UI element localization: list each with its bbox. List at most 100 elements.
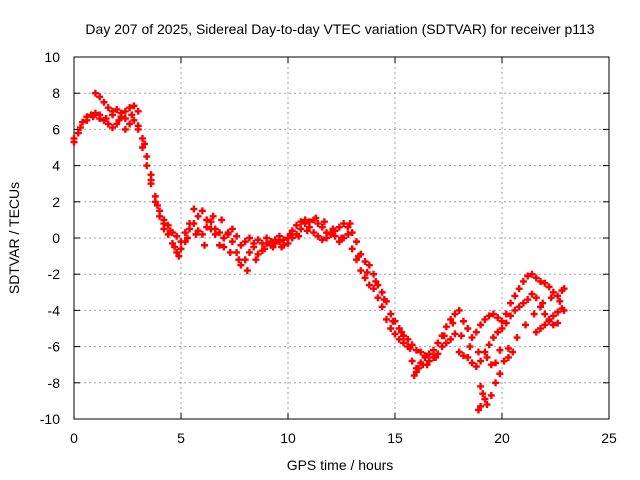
data-point bbox=[228, 238, 236, 246]
data-point bbox=[211, 230, 219, 238]
data-point bbox=[209, 212, 217, 220]
data-point bbox=[425, 350, 433, 358]
data-point bbox=[74, 129, 82, 137]
data-point bbox=[121, 107, 129, 115]
y-tick-label: -8 bbox=[48, 375, 61, 391]
data-point bbox=[530, 310, 538, 318]
data-point bbox=[91, 109, 99, 117]
data-point bbox=[260, 245, 268, 253]
data-point bbox=[494, 314, 502, 322]
data-point bbox=[104, 104, 112, 112]
y-tick-labels: -10 -8 -6 -4 -2 0 2 4 6 8 10 bbox=[40, 49, 60, 427]
data-point bbox=[335, 223, 343, 231]
data-point bbox=[492, 379, 500, 387]
data-point bbox=[305, 223, 313, 231]
data-point bbox=[216, 229, 224, 237]
data-point bbox=[220, 243, 228, 251]
data-point bbox=[83, 116, 91, 124]
data-point bbox=[357, 267, 365, 275]
data-point bbox=[479, 390, 487, 398]
data-point bbox=[76, 124, 84, 132]
data-point bbox=[504, 353, 512, 361]
data-point bbox=[216, 241, 224, 249]
data-point bbox=[468, 334, 476, 342]
data-point bbox=[549, 312, 557, 320]
data-point bbox=[466, 343, 474, 351]
data-point bbox=[515, 285, 523, 293]
data-point bbox=[301, 216, 309, 224]
y-tick-label: 10 bbox=[44, 49, 60, 65]
y-tick-label: 6 bbox=[52, 121, 60, 137]
data-point bbox=[241, 238, 249, 246]
data-point bbox=[237, 261, 245, 269]
data-point bbox=[192, 230, 200, 238]
data-point bbox=[164, 221, 172, 229]
data-point bbox=[524, 296, 532, 304]
data-point bbox=[554, 308, 562, 316]
data-point bbox=[374, 294, 382, 302]
data-point bbox=[181, 229, 189, 237]
data-point bbox=[537, 303, 545, 311]
data-point bbox=[500, 357, 508, 365]
data-point bbox=[449, 319, 457, 327]
data-point bbox=[297, 225, 305, 233]
data-point bbox=[329, 225, 337, 233]
data-point bbox=[226, 248, 234, 256]
data-point bbox=[160, 216, 168, 224]
data-point bbox=[228, 225, 236, 233]
data-point bbox=[498, 325, 506, 332]
data-point bbox=[365, 261, 373, 269]
data-point bbox=[519, 277, 527, 285]
data-point bbox=[323, 234, 331, 242]
x-tick-label: 15 bbox=[387, 430, 403, 446]
data-point bbox=[156, 212, 164, 220]
data-point bbox=[451, 310, 459, 318]
data-point bbox=[348, 229, 356, 237]
data-point bbox=[532, 294, 540, 302]
data-point bbox=[378, 288, 386, 296]
data-point bbox=[442, 323, 450, 331]
data-point bbox=[432, 353, 440, 361]
data-point bbox=[464, 353, 472, 361]
data-point bbox=[400, 332, 408, 340]
data-point bbox=[425, 357, 433, 365]
data-point bbox=[513, 334, 521, 342]
data-point bbox=[233, 232, 241, 240]
data-point bbox=[507, 312, 515, 320]
data-point bbox=[143, 162, 151, 170]
data-point bbox=[549, 288, 557, 296]
data-point bbox=[190, 205, 198, 213]
data-point bbox=[410, 372, 418, 380]
data-point bbox=[372, 277, 380, 285]
x-tick-label: 0 bbox=[70, 430, 78, 446]
data-point bbox=[340, 220, 348, 228]
data-point bbox=[175, 252, 183, 260]
data-point bbox=[382, 315, 390, 323]
data-point bbox=[389, 317, 397, 325]
data-point bbox=[171, 243, 179, 251]
data-point bbox=[391, 330, 399, 338]
data-point bbox=[532, 274, 540, 282]
data-point bbox=[459, 317, 467, 325]
data-point bbox=[104, 120, 112, 128]
data-point bbox=[545, 317, 553, 325]
data-point bbox=[245, 234, 253, 242]
data-point bbox=[151, 198, 159, 206]
data-points bbox=[70, 89, 568, 414]
y-tick-label: 8 bbox=[52, 85, 60, 101]
data-point bbox=[515, 303, 523, 311]
data-point bbox=[121, 115, 129, 123]
data-point bbox=[327, 229, 335, 237]
data-point bbox=[560, 306, 568, 314]
data-point bbox=[464, 325, 472, 332]
data-point bbox=[201, 241, 209, 249]
data-point bbox=[79, 118, 87, 126]
data-point bbox=[203, 223, 211, 231]
data-point bbox=[138, 134, 146, 142]
data-point bbox=[481, 348, 489, 356]
data-point bbox=[485, 341, 493, 349]
data-point bbox=[134, 125, 142, 133]
data-point bbox=[539, 299, 547, 307]
y-tick-label: 4 bbox=[52, 158, 60, 174]
data-point bbox=[361, 274, 369, 282]
